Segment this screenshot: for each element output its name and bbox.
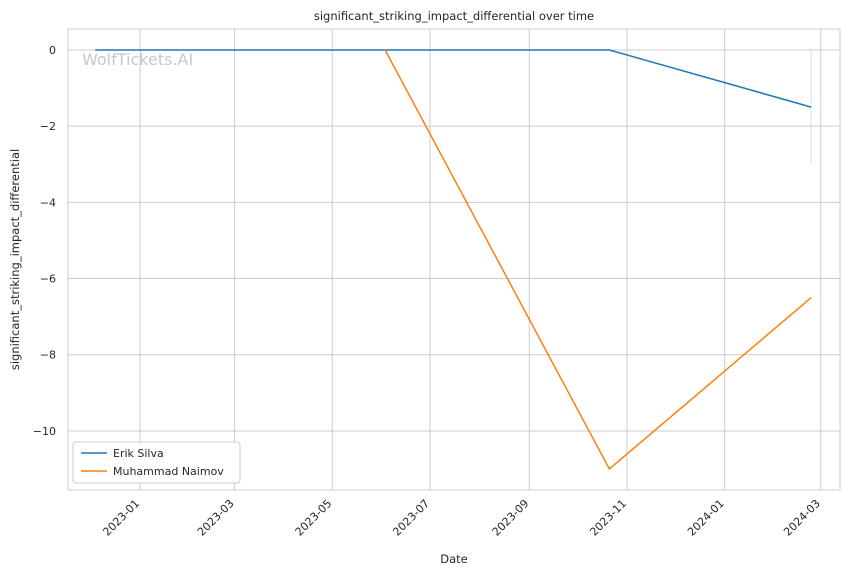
grid (68, 29, 840, 490)
legend-label: Erik Silva (113, 447, 164, 460)
y-axis-ticks: 0 −2 −4 −6 −8 −10 (33, 44, 56, 438)
series-line (95, 49, 812, 108)
legend-box (72, 441, 241, 484)
watermark-text: WolfTickets.AI (82, 50, 193, 69)
y-tick-label: −10 (33, 425, 56, 438)
series-lines (95, 49, 812, 471)
legend: Erik Silva Muhammad Naimov (72, 441, 241, 484)
y-tick-label: −8 (40, 349, 56, 362)
y-tick-label: −4 (40, 196, 56, 209)
y-axis-label: significant_striking_impact_differential (8, 149, 22, 370)
y-tick-label: −2 (40, 120, 56, 133)
y-tick-label: −6 (40, 273, 56, 286)
x-axis-label: Date (440, 552, 468, 566)
y-tick-label: 0 (49, 44, 56, 57)
series-line (384, 49, 812, 471)
chart-title: significant_striking_impact_differential… (314, 9, 594, 23)
legend-label: Muhammad Naimov (113, 465, 224, 478)
plot-area-frame (67, 28, 841, 491)
